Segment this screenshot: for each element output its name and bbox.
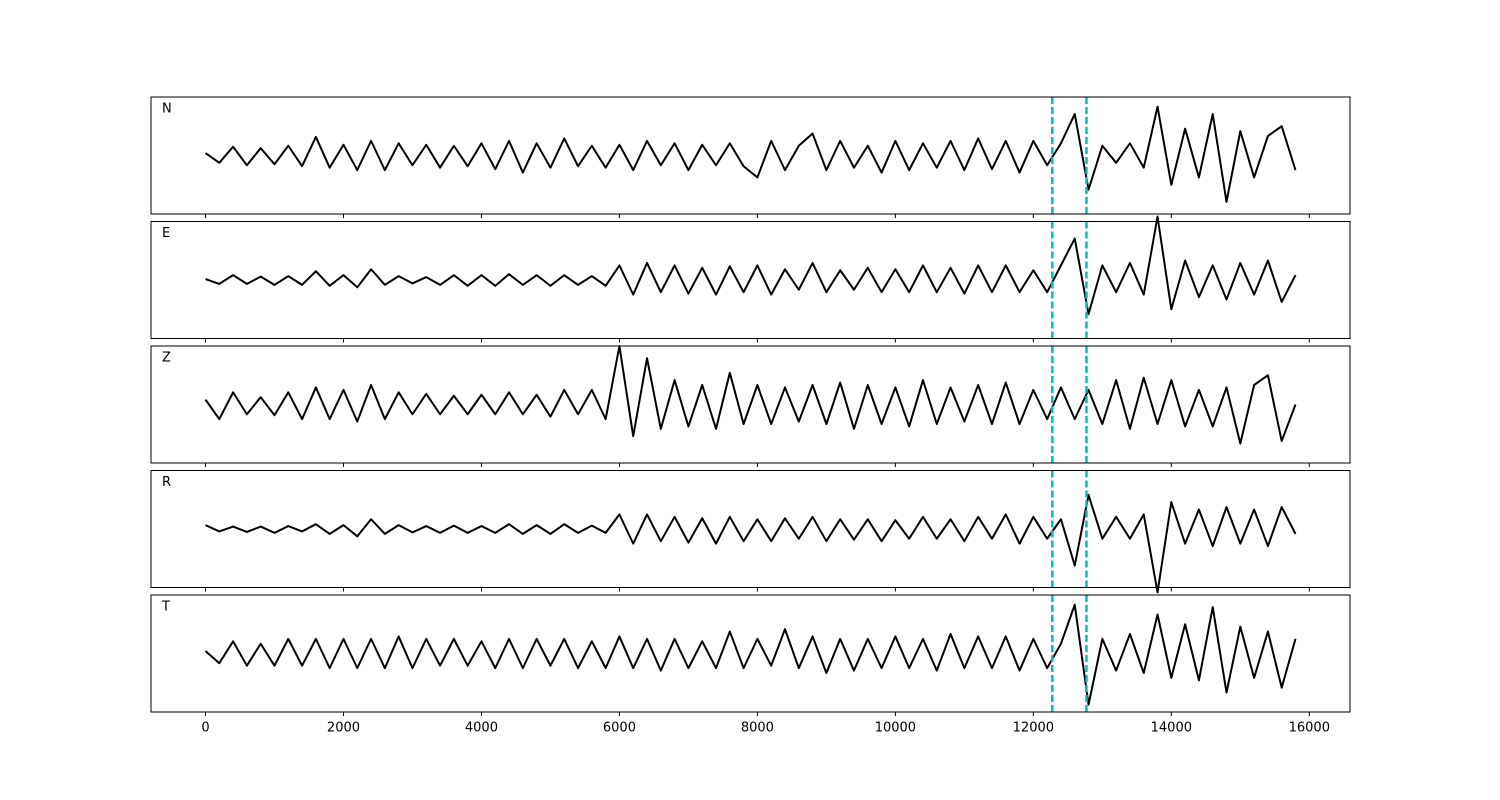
x-tick-label: 12000 xyxy=(1013,721,1054,736)
panel-label: N xyxy=(162,102,172,117)
trace xyxy=(204,105,1297,203)
panel-frame xyxy=(150,594,1351,713)
x-tick-label: 6000 xyxy=(603,721,636,736)
trace xyxy=(205,215,1297,316)
x-tick-label: 10000 xyxy=(875,721,916,736)
trace xyxy=(204,345,1297,445)
trace xyxy=(204,603,1297,706)
x-tick-label: 16000 xyxy=(1289,721,1330,736)
trace xyxy=(205,493,1297,594)
x-tick-label: 2000 xyxy=(327,721,360,736)
x-tick-label: 0 xyxy=(201,721,209,736)
x-tick-label: 8000 xyxy=(741,721,774,736)
panel-label: Z xyxy=(162,351,171,366)
panel-frame xyxy=(150,470,1351,588)
panel-label: T xyxy=(161,600,170,615)
x-tick-label: 4000 xyxy=(465,721,498,736)
panel-label: E xyxy=(162,226,170,241)
panel-frame xyxy=(150,345,1351,464)
x-tick-label: 14000 xyxy=(1151,721,1192,736)
panel-frame xyxy=(150,96,1351,215)
panel-frame xyxy=(150,221,1351,339)
panel-label: R xyxy=(162,475,171,490)
